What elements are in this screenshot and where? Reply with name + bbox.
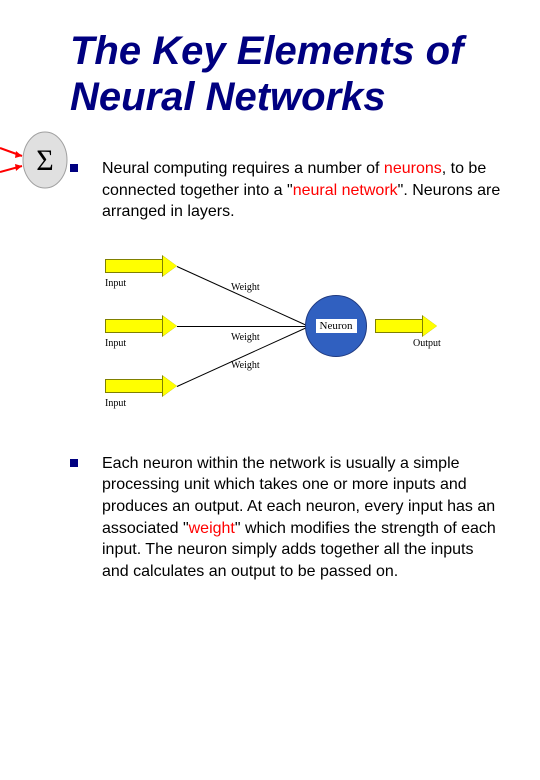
input-label-2: Input (105, 338, 126, 349)
weight-label-3: Weight (231, 360, 260, 371)
bullet-1-text: Neural computing requires a number of ne… (102, 158, 510, 223)
bullet-2-text: Each neuron within the network is usuall… (102, 453, 510, 583)
svg-text:Σ: Σ (36, 144, 53, 177)
weight-label-2: Weight (231, 332, 260, 343)
weight-line (177, 266, 309, 327)
bullet-2: Each neuron within the network is usuall… (30, 453, 510, 583)
highlight-neurons: neurons (384, 160, 442, 177)
output-arrow (375, 316, 437, 336)
input-arrow-1 (105, 256, 177, 276)
highlight-neural-network: neural network (293, 182, 398, 199)
slide-content: Neural computing requires a number of ne… (0, 130, 540, 582)
bullet-1: Neural computing requires a number of ne… (30, 158, 510, 223)
weight-line (177, 326, 309, 327)
input-label-3: Input (105, 398, 126, 409)
weight-label-1: Weight (231, 282, 260, 293)
neuron-node: Neuron (305, 295, 367, 357)
input-arrow-3 (105, 376, 177, 396)
neuron-label: Neuron (316, 319, 357, 333)
bullet-marker-icon (70, 164, 78, 172)
neuron-diagram: InputWeightInputWeightInputWeightNeuronO… (105, 241, 435, 431)
bullet-marker-icon (70, 459, 78, 467)
output-label: Output (413, 338, 441, 349)
input-label-1: Input (105, 278, 126, 289)
slide-title: The Key Elements of Neural Networks (70, 28, 520, 120)
highlight-weight: weight (189, 520, 235, 537)
sigma-neuron-icon: Σ (0, 130, 70, 190)
input-arrow-2 (105, 316, 177, 336)
